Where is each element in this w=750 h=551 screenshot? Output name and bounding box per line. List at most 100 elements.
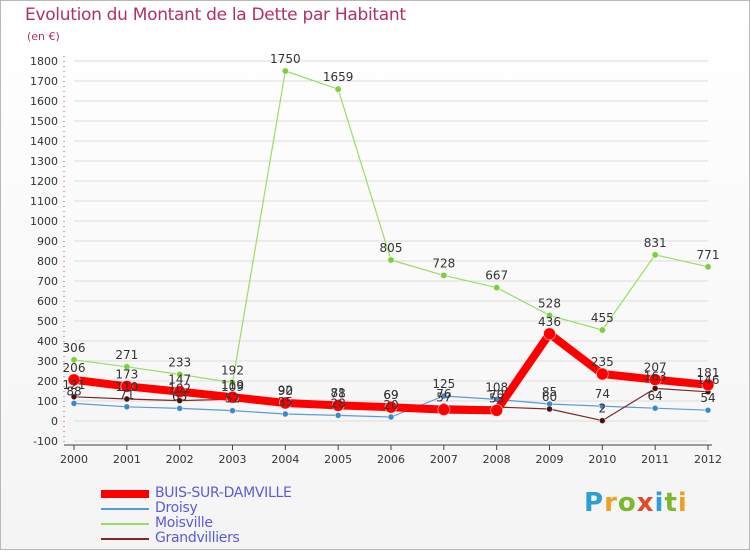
data-label: 60 — [542, 390, 557, 404]
series-line-moisville — [73, 70, 709, 384]
data-label: 2 — [599, 402, 607, 416]
data-point — [384, 400, 398, 414]
legend-swatch — [101, 537, 149, 540]
data-point — [281, 410, 289, 418]
y-tick-label: 800 — [37, 255, 58, 268]
chart-subtitle: (en €) — [27, 30, 60, 43]
proxiti-logo: Proxiti — [584, 488, 688, 518]
legend-label: Moisville — [155, 515, 213, 531]
y-tick-label: -100 — [33, 435, 58, 448]
data-label: 108 — [485, 380, 508, 394]
data-label: 71 — [119, 388, 134, 402]
data-label: 147 — [168, 373, 191, 387]
data-label: 92 — [278, 384, 293, 398]
data-label: 207 — [644, 361, 667, 375]
legend-label: BUIS-SUR-DAMVILLE — [155, 485, 292, 501]
x-tick-label: 2004 — [271, 453, 299, 466]
data-point — [546, 405, 553, 413]
data-label: 70 — [489, 388, 504, 402]
data-label: 85 — [542, 385, 557, 399]
data-label: 53 — [489, 391, 504, 405]
data-label: 306 — [63, 341, 86, 355]
data-label: 235 — [591, 355, 614, 369]
legend-item: Droisy — [101, 500, 198, 516]
data-label: 192 — [221, 364, 244, 378]
data-point — [278, 396, 292, 410]
data-point — [651, 251, 659, 259]
data-label: 119 — [221, 378, 244, 392]
data-point — [704, 263, 712, 271]
data-label: 163 — [644, 369, 667, 383]
x-tick-label: 2012 — [694, 453, 722, 466]
data-point — [123, 395, 131, 403]
x-tick-label: 2001 — [113, 453, 141, 466]
x-tick-label: 2009 — [536, 453, 564, 466]
y-tick-label: 1300 — [30, 155, 58, 168]
y-tick-label: 300 — [37, 355, 58, 368]
y-tick-label: 100 — [37, 395, 58, 408]
data-point — [387, 256, 395, 264]
y-tick-label: 400 — [37, 335, 58, 348]
data-label: 173 — [115, 367, 138, 381]
y-tick-label: 500 — [37, 315, 58, 328]
logo-letter: i — [677, 488, 688, 518]
data-label: 109 — [221, 380, 244, 394]
data-label: 76 — [436, 387, 451, 401]
y-tick-label: 1200 — [30, 175, 58, 188]
data-label: 69 — [383, 388, 398, 402]
legend-item: Moisville — [101, 516, 213, 531]
logo-letter: o — [617, 488, 637, 518]
data-point — [543, 327, 556, 341]
logo-letter: x — [636, 488, 655, 518]
data-point — [281, 67, 289, 75]
data-point — [648, 373, 662, 387]
data-point — [440, 271, 448, 279]
data-point — [598, 417, 606, 425]
data-label: 81 — [331, 386, 346, 400]
data-point — [123, 403, 131, 411]
data-label: 88 — [66, 384, 81, 398]
data-point — [701, 378, 715, 392]
data-point — [598, 402, 606, 410]
y-tick-label: 1700 — [30, 75, 58, 88]
data-label: 233 — [168, 355, 191, 369]
data-point — [228, 378, 237, 387]
chart-title: Evolution du Montant de la Dette par Hab… — [25, 5, 406, 25]
data-point — [334, 411, 342, 419]
y-tick-label: 700 — [37, 275, 58, 288]
legend-swatch — [101, 507, 149, 510]
y-tick-label: 0 — [51, 415, 58, 428]
data-label: 271 — [115, 348, 138, 362]
logo-letter: i — [654, 488, 665, 518]
x-tick-label: 2011 — [641, 453, 669, 466]
legend-label: Droisy — [155, 500, 198, 516]
data-point — [176, 370, 184, 378]
data-point — [387, 413, 395, 421]
data-label: 771 — [697, 248, 720, 262]
legend-swatch — [101, 522, 149, 525]
y-tick-label: 1500 — [30, 115, 58, 128]
x-tick-label: 2005 — [324, 453, 352, 466]
data-label: 146 — [697, 373, 720, 387]
data-point — [651, 404, 659, 412]
x-tick-label: 2010 — [588, 453, 616, 466]
data-label: 436 — [538, 315, 561, 329]
data-point — [598, 326, 606, 334]
data-label: 102 — [168, 382, 191, 396]
data-point — [595, 367, 609, 381]
data-point — [437, 403, 451, 417]
data-label: 54 — [700, 391, 715, 405]
legend-swatch — [101, 489, 149, 498]
x-tick-label: 2007 — [430, 453, 458, 466]
data-label: 74 — [595, 387, 610, 401]
data-point — [440, 392, 448, 400]
x-tick-label: 2008 — [483, 453, 511, 466]
data-label: 831 — [644, 236, 667, 250]
data-label: 455 — [591, 311, 614, 325]
data-label: 667 — [485, 269, 508, 283]
data-point — [334, 85, 342, 93]
data-label: 63 — [172, 389, 187, 403]
legend-item: BUIS-SUR-DAMVILLE — [101, 486, 292, 501]
